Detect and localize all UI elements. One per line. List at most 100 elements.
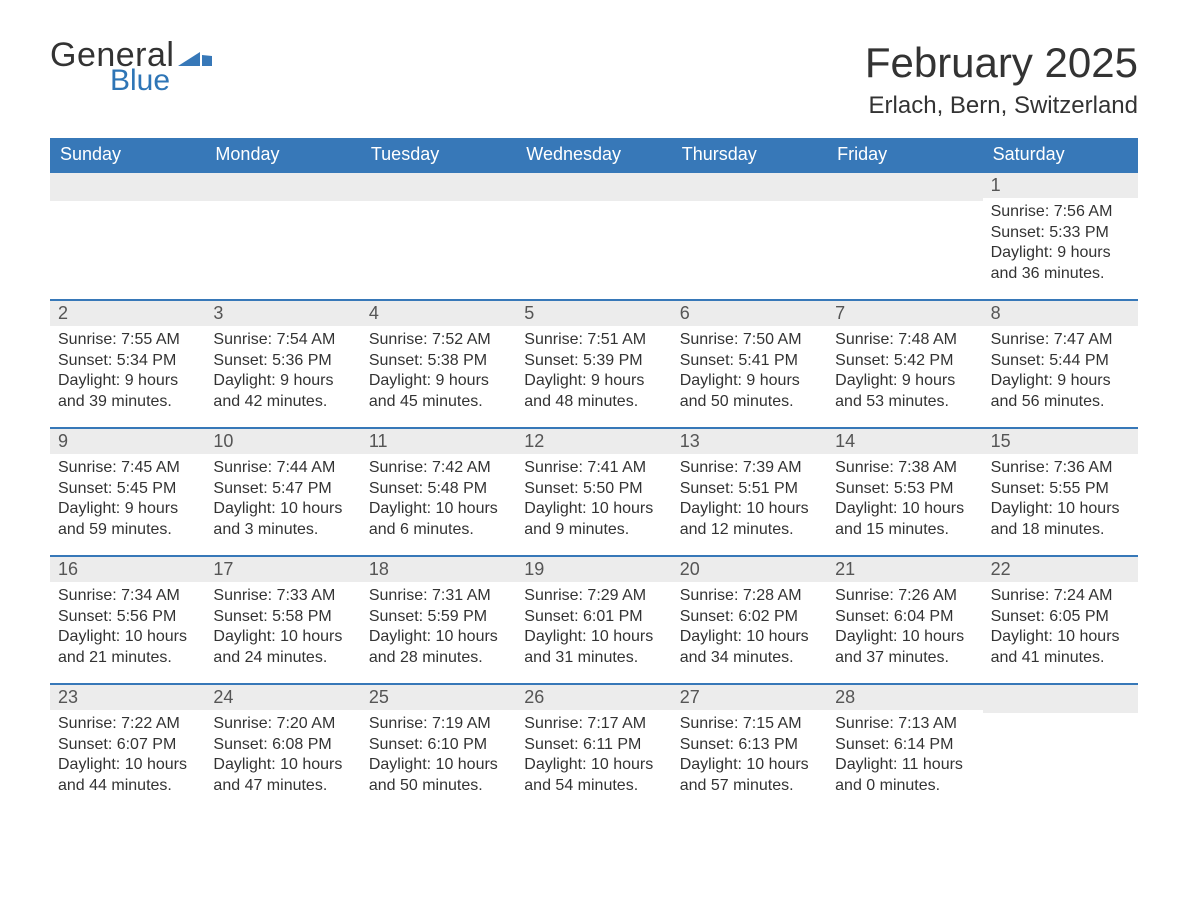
sunrise-text: Sunrise: 7:39 AM — [680, 458, 819, 478]
day-number — [50, 173, 205, 201]
day-details: Sunrise: 7:44 AMSunset: 5:47 PMDaylight:… — [205, 454, 360, 548]
daylight-text: Daylight: 9 hours and 56 minutes. — [991, 371, 1130, 412]
day-details: Sunrise: 7:15 AMSunset: 6:13 PMDaylight:… — [672, 710, 827, 804]
day-details: Sunrise: 7:54 AMSunset: 5:36 PMDaylight:… — [205, 326, 360, 420]
calendar-cell-empty — [361, 171, 516, 299]
daylight-text: Daylight: 10 hours and 9 minutes. — [524, 499, 663, 540]
sunset-text: Sunset: 5:59 PM — [369, 607, 508, 627]
calendar-cell-empty — [827, 171, 982, 299]
calendar-cell-empty — [50, 171, 205, 299]
location-subtitle: Erlach, Bern, Switzerland — [865, 92, 1138, 120]
daylight-text: Daylight: 10 hours and 28 minutes. — [369, 627, 508, 668]
day-details: Sunrise: 7:56 AMSunset: 5:33 PMDaylight:… — [983, 198, 1138, 292]
calendar-cell-empty — [672, 171, 827, 299]
sunset-text: Sunset: 5:38 PM — [369, 351, 508, 371]
calendar-cell-empty — [516, 171, 671, 299]
sunrise-text: Sunrise: 7:36 AM — [991, 458, 1130, 478]
sunrise-text: Sunrise: 7:17 AM — [524, 714, 663, 734]
sunrise-text: Sunrise: 7:41 AM — [524, 458, 663, 478]
daylight-text: Daylight: 9 hours and 59 minutes. — [58, 499, 197, 540]
day-number: 1 — [983, 173, 1138, 198]
day-number: 24 — [205, 685, 360, 710]
calendar-cell-empty — [983, 683, 1138, 811]
calendar-cell: 14Sunrise: 7:38 AMSunset: 5:53 PMDayligh… — [827, 427, 982, 555]
sunset-text: Sunset: 6:04 PM — [835, 607, 974, 627]
day-number: 23 — [50, 685, 205, 710]
sunset-text: Sunset: 5:47 PM — [213, 479, 352, 499]
sunset-text: Sunset: 5:42 PM — [835, 351, 974, 371]
sunset-text: Sunset: 5:51 PM — [680, 479, 819, 499]
calendar-cell: 7Sunrise: 7:48 AMSunset: 5:42 PMDaylight… — [827, 299, 982, 427]
daylight-text: Daylight: 9 hours and 45 minutes. — [369, 371, 508, 412]
calendar-cell: 17Sunrise: 7:33 AMSunset: 5:58 PMDayligh… — [205, 555, 360, 683]
daylight-text: Daylight: 10 hours and 12 minutes. — [680, 499, 819, 540]
day-number — [672, 173, 827, 201]
calendar-cell: 4Sunrise: 7:52 AMSunset: 5:38 PMDaylight… — [361, 299, 516, 427]
daylight-text: Daylight: 10 hours and 47 minutes. — [213, 755, 352, 796]
day-number: 4 — [361, 301, 516, 326]
daylight-text: Daylight: 10 hours and 24 minutes. — [213, 627, 352, 668]
sunset-text: Sunset: 5:34 PM — [58, 351, 197, 371]
sunset-text: Sunset: 6:14 PM — [835, 735, 974, 755]
day-details: Sunrise: 7:47 AMSunset: 5:44 PMDaylight:… — [983, 326, 1138, 420]
calendar-cell: 16Sunrise: 7:34 AMSunset: 5:56 PMDayligh… — [50, 555, 205, 683]
day-details: Sunrise: 7:45 AMSunset: 5:45 PMDaylight:… — [50, 454, 205, 548]
daylight-text: Daylight: 10 hours and 15 minutes. — [835, 499, 974, 540]
sunrise-text: Sunrise: 7:22 AM — [58, 714, 197, 734]
sunrise-text: Sunrise: 7:52 AM — [369, 330, 508, 350]
day-details: Sunrise: 7:41 AMSunset: 5:50 PMDaylight:… — [516, 454, 671, 548]
day-number — [827, 173, 982, 201]
day-header: Saturday — [983, 138, 1138, 171]
sunrise-text: Sunrise: 7:54 AM — [213, 330, 352, 350]
calendar-cell: 13Sunrise: 7:39 AMSunset: 5:51 PMDayligh… — [672, 427, 827, 555]
logo: General Blue — [50, 40, 212, 94]
day-number — [516, 173, 671, 201]
daylight-text: Daylight: 10 hours and 18 minutes. — [991, 499, 1130, 540]
day-details: Sunrise: 7:39 AMSunset: 5:51 PMDaylight:… — [672, 454, 827, 548]
sunset-text: Sunset: 5:53 PM — [835, 479, 974, 499]
sunset-text: Sunset: 5:39 PM — [524, 351, 663, 371]
calendar-cell-empty — [205, 171, 360, 299]
sunset-text: Sunset: 5:36 PM — [213, 351, 352, 371]
day-number: 10 — [205, 429, 360, 454]
daylight-text: Daylight: 9 hours and 53 minutes. — [835, 371, 974, 412]
logo-text-blue: Blue — [110, 67, 212, 94]
calendar-cell: 22Sunrise: 7:24 AMSunset: 6:05 PMDayligh… — [983, 555, 1138, 683]
sunset-text: Sunset: 6:05 PM — [991, 607, 1130, 627]
day-number: 19 — [516, 557, 671, 582]
sunset-text: Sunset: 5:50 PM — [524, 479, 663, 499]
calendar-cell: 10Sunrise: 7:44 AMSunset: 5:47 PMDayligh… — [205, 427, 360, 555]
sunset-text: Sunset: 5:45 PM — [58, 479, 197, 499]
sunrise-text: Sunrise: 7:19 AM — [369, 714, 508, 734]
sunrise-text: Sunrise: 7:51 AM — [524, 330, 663, 350]
day-details: Sunrise: 7:24 AMSunset: 6:05 PMDaylight:… — [983, 582, 1138, 676]
sunrise-text: Sunrise: 7:15 AM — [680, 714, 819, 734]
calendar-cell: 28Sunrise: 7:13 AMSunset: 6:14 PMDayligh… — [827, 683, 982, 811]
day-details: Sunrise: 7:48 AMSunset: 5:42 PMDaylight:… — [827, 326, 982, 420]
day-number: 5 — [516, 301, 671, 326]
sunset-text: Sunset: 6:10 PM — [369, 735, 508, 755]
calendar-cell: 5Sunrise: 7:51 AMSunset: 5:39 PMDaylight… — [516, 299, 671, 427]
day-header: Wednesday — [516, 138, 671, 171]
daylight-text: Daylight: 10 hours and 3 minutes. — [213, 499, 352, 540]
daylight-text: Daylight: 10 hours and 44 minutes. — [58, 755, 197, 796]
day-header: Monday — [205, 138, 360, 171]
day-number: 20 — [672, 557, 827, 582]
sunset-text: Sunset: 6:07 PM — [58, 735, 197, 755]
day-number: 21 — [827, 557, 982, 582]
calendar-cell: 12Sunrise: 7:41 AMSunset: 5:50 PMDayligh… — [516, 427, 671, 555]
day-details: Sunrise: 7:13 AMSunset: 6:14 PMDaylight:… — [827, 710, 982, 804]
day-number — [361, 173, 516, 201]
calendar-cell: 20Sunrise: 7:28 AMSunset: 6:02 PMDayligh… — [672, 555, 827, 683]
sunrise-text: Sunrise: 7:44 AM — [213, 458, 352, 478]
day-details: Sunrise: 7:38 AMSunset: 5:53 PMDaylight:… — [827, 454, 982, 548]
daylight-text: Daylight: 9 hours and 50 minutes. — [680, 371, 819, 412]
day-details: Sunrise: 7:52 AMSunset: 5:38 PMDaylight:… — [361, 326, 516, 420]
day-number: 11 — [361, 429, 516, 454]
day-number: 15 — [983, 429, 1138, 454]
calendar-cell: 11Sunrise: 7:42 AMSunset: 5:48 PMDayligh… — [361, 427, 516, 555]
day-number: 13 — [672, 429, 827, 454]
calendar-cell: 24Sunrise: 7:20 AMSunset: 6:08 PMDayligh… — [205, 683, 360, 811]
calendar-cell: 18Sunrise: 7:31 AMSunset: 5:59 PMDayligh… — [361, 555, 516, 683]
sunrise-text: Sunrise: 7:28 AM — [680, 586, 819, 606]
